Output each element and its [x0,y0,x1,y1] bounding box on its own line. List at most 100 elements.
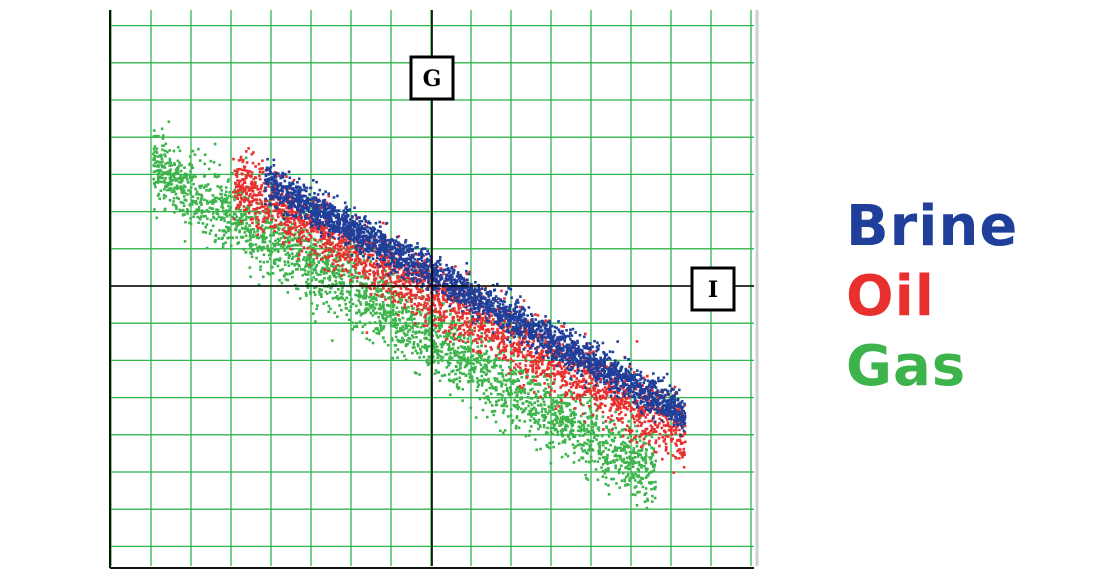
data-point-gas [619,435,622,439]
data-point-oil [263,220,267,223]
data-point-gas [181,186,184,190]
data-point-gas [574,413,577,416]
data-point-gas [633,479,637,482]
data-point-oil [462,328,466,332]
data-point-oil [274,189,277,193]
data-point-gas [307,270,310,273]
data-point-gas [328,276,332,280]
data-point-gas [616,446,620,450]
data-point-oil [323,268,326,271]
data-point-gas [612,477,615,481]
data-point-gas [573,451,576,455]
data-point-oil [298,215,302,219]
data-point-gas [573,435,577,438]
data-point-gas [312,276,315,279]
data-point-gas [334,276,338,279]
data-point-gas [423,346,427,350]
data-point-oil [278,222,281,226]
data-point-gas [330,264,334,268]
data-point-oil [334,266,337,270]
data-point-gas [362,311,366,315]
data-point-oil [365,331,369,334]
data-point-gas [530,425,533,428]
data-point-gas [477,353,481,356]
data-point-oil [328,232,331,236]
data-point-gas [569,414,573,417]
data-point-gas [318,253,322,256]
data-point-gas [408,337,412,340]
data-point-gas [286,260,290,263]
data-point-gas [233,218,237,221]
data-point-oil [501,333,505,336]
data-point-gas [425,360,429,364]
data-point-gas [622,444,626,448]
data-point-oil [459,306,462,310]
data-point-gas [610,477,613,481]
data-point-oil [277,203,280,206]
data-point-gas [521,401,525,405]
data-point-oil [622,403,625,407]
data-point-oil [484,286,487,290]
data-point-gas [595,414,599,418]
data-point-gas [231,222,234,226]
data-point-gas [407,310,411,313]
data-point-gas [542,400,546,404]
data-point-gas [648,443,651,447]
data-point-gas [288,235,292,238]
data-point-gas [614,464,617,467]
data-point-gas [561,420,564,423]
data-point-gas [183,240,187,243]
data-point-gas [263,237,267,241]
data-point-gas [329,307,332,311]
data-point-gas [203,198,206,202]
data-point-oil [302,246,306,249]
data-point-gas [484,352,488,355]
data-point-gas [582,403,585,407]
data-point-gas [176,166,180,169]
data-point-gas [221,206,225,210]
data-point-oil [350,273,354,276]
data-point-gas [374,296,378,300]
data-point-oil [558,360,561,364]
data-point-gas [255,236,259,239]
data-point-gas [382,303,385,307]
data-point-gas [521,370,524,373]
data-point-oil [478,318,482,321]
data-point-gas [501,374,504,377]
data-point-oil [670,432,673,436]
data-point-gas [384,310,387,313]
data-point-oil [342,251,346,254]
data-point-gas [293,236,296,240]
data-point-oil [259,187,262,191]
data-point-gas [377,315,380,319]
data-point-gas [244,218,248,222]
data-point-oil [365,259,369,263]
data-point-gas [184,220,187,224]
data-point-gas [226,221,230,224]
data-point-oil [497,343,501,347]
data-point-oil [406,292,410,295]
data-point-gas [636,467,639,471]
data-point-oil [260,193,264,197]
data-point-oil [586,369,589,372]
data-point-gas [287,264,291,267]
data-point-oil [441,295,445,299]
data-point-gas [555,420,558,423]
data-point-oil [576,393,580,396]
data-point-oil [364,273,367,277]
data-point-oil [304,237,308,241]
data-point-gas [331,297,335,300]
data-point-gas [327,267,331,270]
data-point-oil [400,292,404,295]
data-point-oil [247,211,251,215]
data-point-gas [188,163,191,166]
data-point-gas [153,182,157,186]
data-point-gas [401,309,404,313]
data-point-oil [262,205,265,209]
data-point-gas [209,159,213,163]
data-point-oil [289,221,292,224]
data-point-gas [161,171,165,174]
data-point-gas [208,206,212,210]
data-point-gas [302,239,305,242]
data-point-oil [536,364,540,367]
